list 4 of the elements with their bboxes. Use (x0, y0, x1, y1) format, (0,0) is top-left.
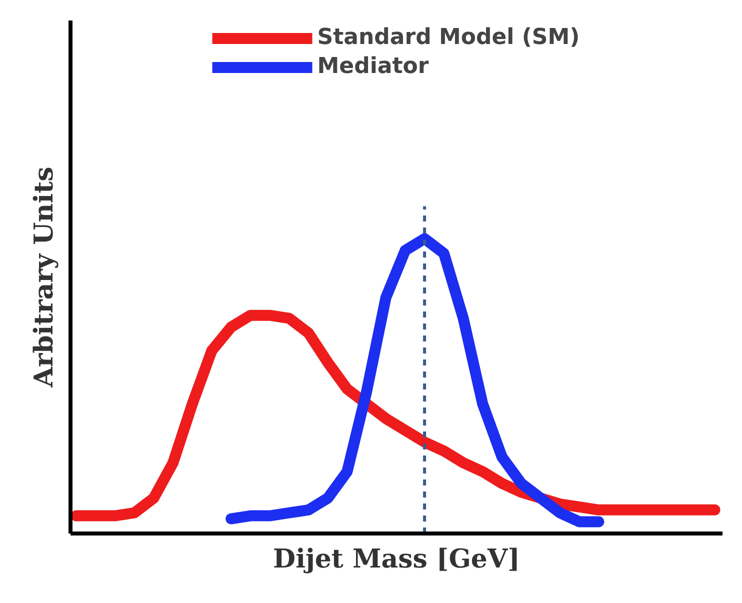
x-axis-title: Dijet Mass [GeV] (273, 544, 520, 574)
y-axis-title: Arbitrary Units (30, 166, 60, 388)
legend-label: Mediator (317, 54, 429, 79)
legend-label: Standard Model (SM) (317, 25, 580, 50)
